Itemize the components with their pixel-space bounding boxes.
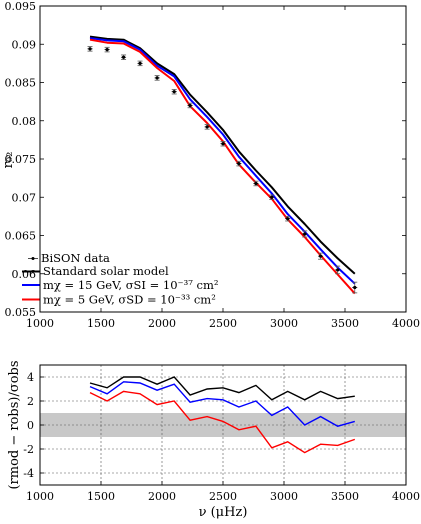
bottom-y-tick-label: 4	[27, 371, 34, 384]
bison-point	[302, 230, 308, 238]
bison-marker	[336, 268, 340, 272]
bottom-y-tick-label: -4	[23, 467, 34, 480]
bison-point	[204, 124, 210, 130]
top-series-line-0	[89, 35, 356, 275]
top-x-tick-label: 2500	[209, 317, 237, 330]
top-axes: 1000 1500 2000 2500 3000 3500 4000 0.055 0.06 0.0…	[5, 0, 421, 330]
bottom-x-tick-label: 3000	[270, 490, 298, 503]
legend: BiSON data Standard solar model mχ = 15 …	[22, 251, 218, 307]
top-y-tick-label: 0.09	[12, 38, 37, 51]
bison-marker	[138, 61, 142, 65]
legend-label-bison: BiSON data	[41, 251, 110, 265]
bison-marker	[188, 103, 192, 108]
bottom-y-tick-label: 0	[27, 419, 34, 432]
bottom-y-tick-label: 2	[27, 395, 34, 408]
top-chart: 1000 1500 2000 2500 3000 3500 4000 0.055 0.06 0.0…	[1, 0, 420, 330]
bison-marker	[353, 285, 357, 290]
bottom-x-tick-label: 3500	[331, 490, 359, 503]
bison-point	[154, 75, 160, 81]
bottom-chart: 1000 1500 2000 2500 3000 3500 4000 4 2 0 -2 -4 (rmo…	[7, 360, 420, 520]
top-y-tick-label: 0.07	[12, 191, 37, 204]
bottom-series-line-0	[89, 376, 355, 401]
bison-point	[335, 265, 341, 275]
legend-entry-ssm: Standard solar model	[22, 264, 169, 278]
bison-point	[187, 102, 193, 109]
bison-marker	[121, 55, 126, 59]
bottom-series-line-2	[89, 390, 356, 454]
bottom-series-group	[89, 376, 356, 454]
bottom-x-tick-label: 4000	[392, 490, 420, 503]
bison-marker	[237, 161, 241, 166]
bison-point	[137, 60, 143, 67]
bison-marker	[221, 142, 225, 146]
bison-marker	[286, 217, 290, 221]
bottom-x-tick-label: 1500	[87, 490, 115, 503]
bottom-y-axis-label: (rmod − robs)/σobs	[7, 360, 22, 489]
bison-point	[220, 141, 226, 147]
bison-marker	[205, 125, 209, 129]
bison-point	[318, 252, 324, 260]
top-series-line-1	[89, 37, 356, 285]
bison-marker	[172, 90, 176, 94]
legend-label-m5: mχ = 5 GeV, σSD = 10⁻³³ cm²	[43, 293, 216, 307]
bison-point	[285, 215, 291, 222]
bottom-y-tick-label: -2	[23, 443, 34, 456]
bison-point	[253, 180, 259, 187]
top-x-tick-label: 3500	[331, 317, 359, 330]
top-y-tick-label: 0.08	[12, 115, 37, 128]
top-y-tick-label: 0.06	[12, 268, 37, 281]
top-x-tick-label: 1500	[87, 317, 115, 330]
top-y-tick-label: 0.055	[5, 306, 37, 319]
bison-point	[269, 194, 275, 200]
bison-point	[352, 281, 358, 294]
bison-point	[121, 54, 127, 60]
top-y-axis-label: r₀₂	[1, 152, 16, 169]
top-plot-frame	[39, 5, 407, 313]
bison-marker	[319, 254, 323, 258]
top-y-tick-label: 0.065	[5, 230, 37, 243]
bottom-x-tick-label: 1000	[26, 490, 54, 503]
bison-marker	[270, 195, 274, 199]
bison-marker	[254, 181, 258, 186]
top-x-tick-label: 4000	[392, 317, 420, 330]
bison-point	[171, 88, 177, 95]
legend-entry-m15: mχ = 15 GeV, σSI = 10⁻³⁷ cm²	[22, 278, 218, 292]
bottom-series-line-1	[89, 381, 355, 427]
bison-point	[87, 46, 93, 52]
top-y-tick-label: 0.085	[5, 77, 37, 90]
bison-point	[236, 160, 242, 167]
top-x-tick-label: 1000	[26, 317, 54, 330]
bison-points-group	[87, 46, 358, 294]
bottom-x-tick-label: 2500	[209, 490, 237, 503]
top-y-tick-label: 0.075	[5, 153, 37, 166]
bottom-x-axis-label: ν (μHz)	[199, 505, 248, 520]
bottom-x-tick-label: 2000	[148, 490, 176, 503]
bison-marker	[155, 76, 159, 80]
top-y-tick-label: 0.095	[5, 0, 37, 13]
legend-label-m15: mχ = 15 GeV, σSI = 10⁻³⁷ cm²	[43, 278, 218, 292]
legend-label-ssm: Standard solar model	[43, 264, 169, 278]
bison-point	[104, 46, 110, 53]
bison-marker	[88, 47, 92, 51]
top-x-tick-label: 3000	[270, 317, 298, 330]
bison-marker	[303, 232, 307, 236]
top-x-tick-label: 2000	[148, 317, 176, 330]
bottom-axes: 1000 1500 2000 2500 3000 3500 4000 4 2 0 -2 -4	[23, 371, 420, 503]
bison-marker	[105, 48, 109, 52]
legend-entry-bison: BiSON data	[28, 251, 110, 265]
legend-entry-m5: mχ = 5 GeV, σSD = 10⁻³³ cm²	[22, 293, 216, 307]
bottom-plot-frame	[39, 364, 407, 486]
